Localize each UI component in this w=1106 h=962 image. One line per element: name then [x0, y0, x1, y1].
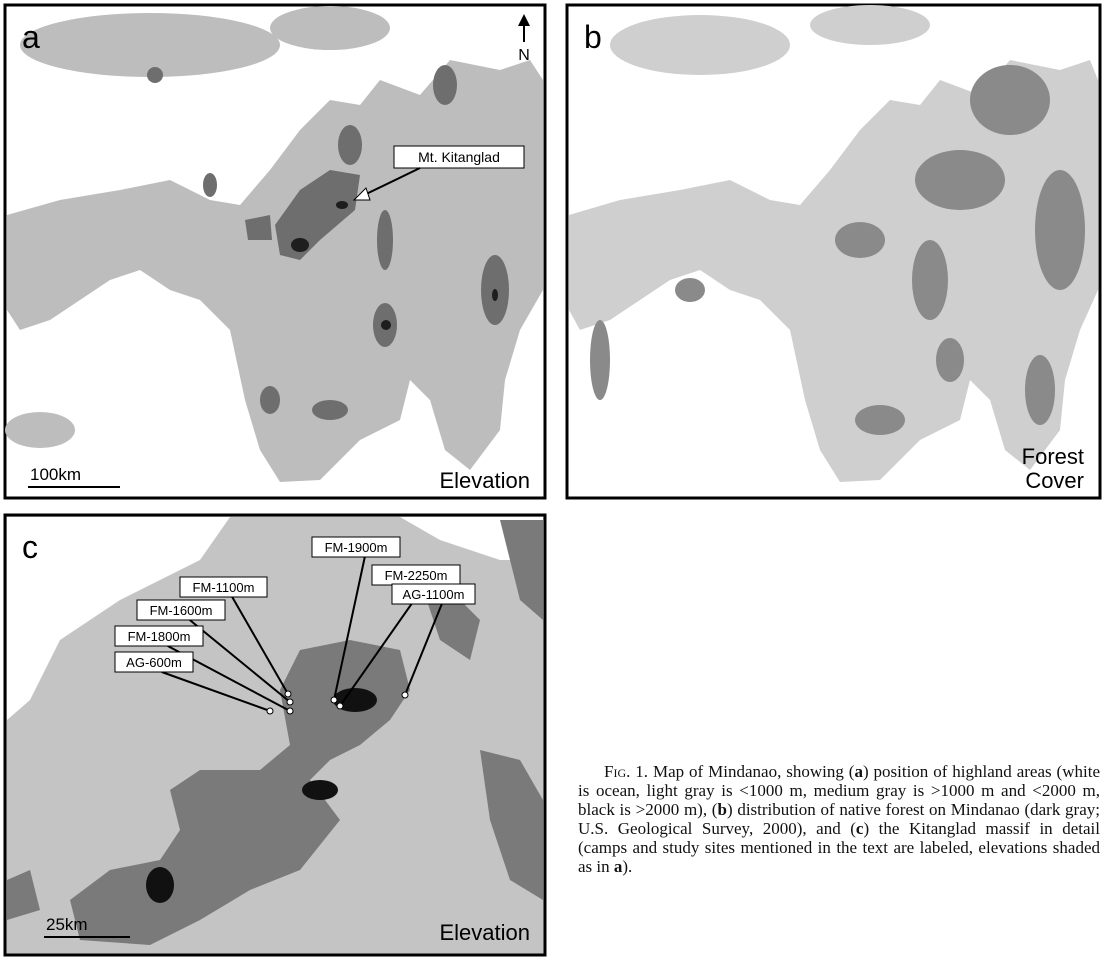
site-point [402, 692, 408, 698]
site-label: AG-600m [126, 655, 182, 670]
panel-b: b Forest Cover [567, 5, 1100, 498]
site-label: FM-2250m [385, 568, 448, 583]
panel-c: c FM-1100m FM-1600m FM-1800m AG-600m FM-1900… [5, 515, 545, 955]
caption-segment: Fig. 1. [604, 762, 648, 781]
figure-caption: Fig. 1. Map of Mindanao, showing (a) pos… [578, 762, 1100, 876]
site-label: FM-1800m [128, 629, 191, 644]
site-point [331, 697, 337, 703]
caption-segment: a [854, 762, 863, 781]
site-point [287, 708, 293, 714]
scale-label: 25km [46, 915, 88, 934]
scale-label: 100km [30, 465, 81, 484]
site-point [337, 703, 343, 709]
site-point [287, 699, 293, 705]
legend: Elevation [439, 468, 530, 493]
caption-segment: b [717, 800, 726, 819]
site-label: FM-1900m [325, 540, 388, 555]
panel-letter: a [22, 19, 40, 55]
callout-label: Mt. Kitanglad [418, 149, 500, 165]
caption-segment: Map of Mindanao, showing ( [648, 762, 854, 781]
panel-letter: b [584, 19, 602, 55]
site-label: FM-1600m [150, 603, 213, 618]
figure: a N Mt. Kitanglad 100km Elevation [0, 0, 1106, 962]
legend: Forest [1022, 444, 1084, 469]
panel-a: a N Mt. Kitanglad 100km Elevation [5, 5, 545, 498]
site-label: AG-1100m [403, 587, 465, 602]
north-label: N [518, 47, 530, 64]
legend: Cover [1025, 468, 1084, 493]
site-point [267, 708, 273, 714]
legend: Elevation [439, 920, 530, 945]
site-label: FM-1100m [193, 580, 255, 595]
panel-letter: c [22, 529, 38, 565]
caption-segment: ). [622, 857, 632, 876]
site-point [285, 691, 291, 697]
